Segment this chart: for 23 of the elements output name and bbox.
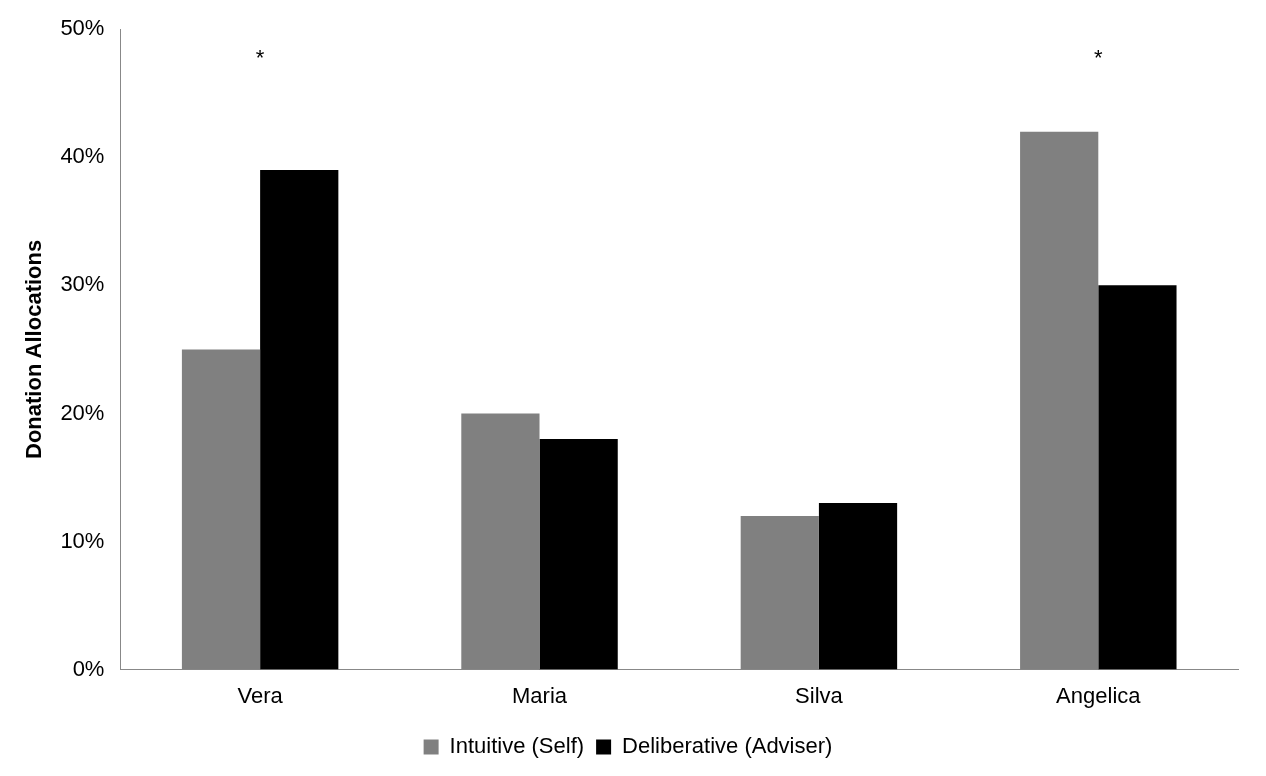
bar bbox=[1020, 131, 1099, 670]
bar bbox=[740, 515, 819, 670]
bar bbox=[181, 349, 261, 670]
annotation: * bbox=[255, 45, 265, 71]
bar bbox=[818, 503, 898, 670]
bar bbox=[260, 170, 339, 670]
legend-label: Deliberative (Adviser) bbox=[622, 733, 833, 759]
y-tick-label: 40% bbox=[60, 143, 105, 169]
x-tick-label: Silva bbox=[795, 682, 844, 708]
bar bbox=[1098, 285, 1177, 670]
x-tick-label: Angelica bbox=[1056, 682, 1142, 708]
y-tick-label: 0% bbox=[72, 655, 105, 681]
y-tick-label: 50% bbox=[60, 15, 105, 41]
x-tick-label: Maria bbox=[512, 682, 568, 708]
x-tick-label: Vera bbox=[237, 682, 284, 708]
bar bbox=[539, 439, 618, 670]
y-axis-title: Donation Allocations bbox=[21, 239, 47, 459]
annotation: * bbox=[1094, 45, 1104, 71]
bar bbox=[461, 413, 540, 670]
y-tick-label: 30% bbox=[60, 271, 105, 297]
y-tick-label: 20% bbox=[60, 399, 105, 425]
y-tick-label: 10% bbox=[60, 527, 105, 553]
legend-label: Intuitive (Self) bbox=[449, 733, 585, 759]
